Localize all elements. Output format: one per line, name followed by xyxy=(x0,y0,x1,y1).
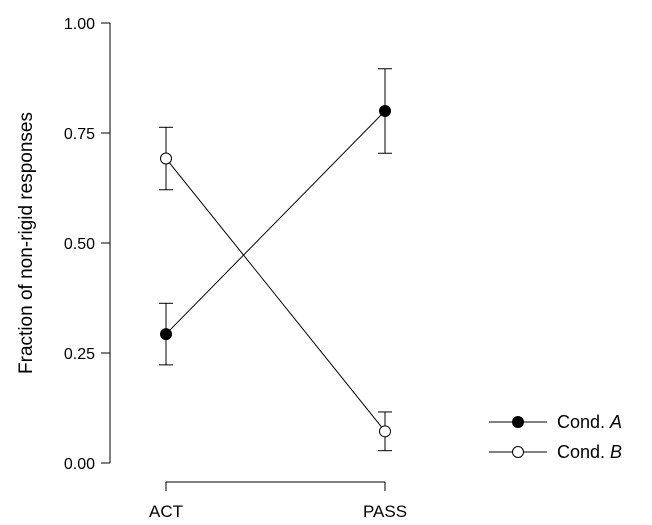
y-tick-label: 0.75 xyxy=(64,126,95,143)
legend: Cond. A Cond. B xyxy=(489,412,622,462)
y-tick-label: 0.25 xyxy=(64,346,95,363)
y-tick-label: 1.00 xyxy=(64,16,95,33)
legend-marker-b xyxy=(512,446,524,458)
data-point xyxy=(379,425,391,438)
legend-label-a-prefix: Cond. xyxy=(557,412,610,432)
data-point xyxy=(160,328,172,341)
x-tick-label: PASS xyxy=(363,502,407,521)
data-point xyxy=(379,105,391,117)
y-ticks: 0.00 0.25 0.50 0.75 1.00 xyxy=(64,16,110,473)
data-point xyxy=(160,152,172,165)
legend-item-a: Cond. A xyxy=(489,412,622,432)
x-ticks: ACT PASS xyxy=(149,482,407,521)
y-tick-label: 0.00 xyxy=(64,456,95,473)
legend-label-b: Cond. B xyxy=(557,442,622,462)
legend-marker-a xyxy=(512,416,524,428)
legend-label-a-suffix: A xyxy=(609,412,622,432)
y-axis-title: Fraction of non-rigid responses xyxy=(16,112,37,374)
legend-label-a: Cond. A xyxy=(557,412,622,432)
x-tick-label: ACT xyxy=(149,502,183,521)
series-line xyxy=(165,158,386,432)
y-tick-label: 0.50 xyxy=(64,236,95,253)
legend-label-b-prefix: Cond. xyxy=(557,442,610,462)
series-b xyxy=(159,126,392,452)
legend-label-b-suffix: B xyxy=(610,442,622,462)
series-line xyxy=(165,110,386,335)
series-a xyxy=(159,68,392,366)
legend-item-b: Cond. B xyxy=(489,442,622,462)
series-layer xyxy=(159,68,392,452)
